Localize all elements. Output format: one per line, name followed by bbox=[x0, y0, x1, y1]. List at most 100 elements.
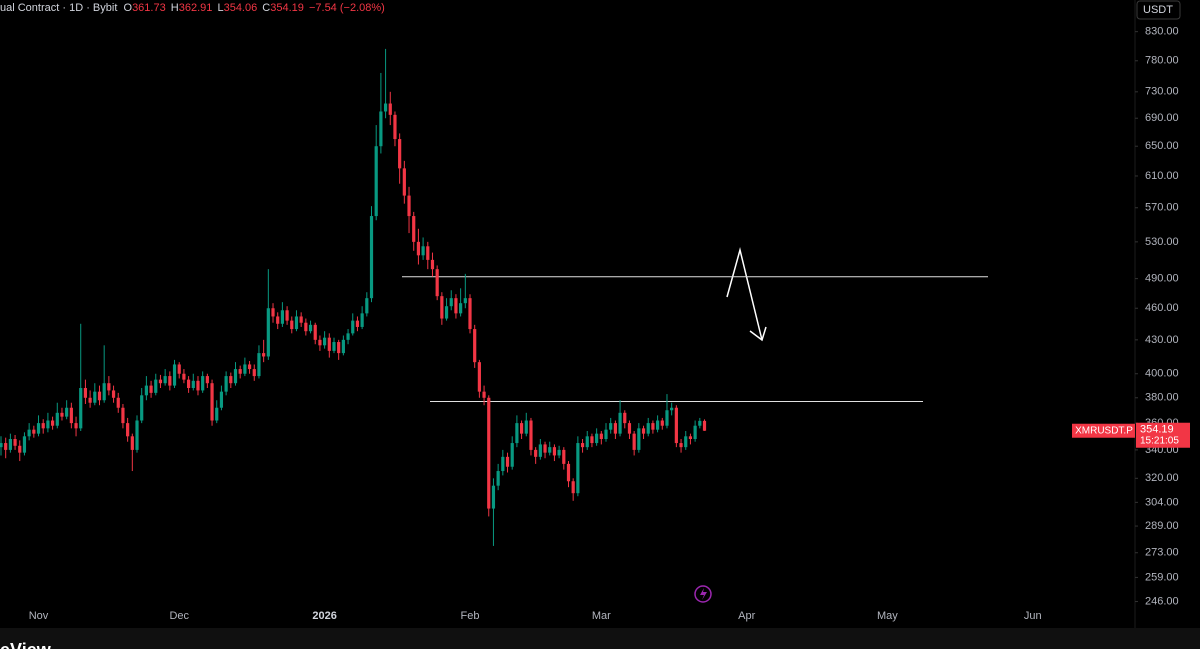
candle-body bbox=[562, 449, 566, 464]
candle-body bbox=[144, 385, 148, 396]
y-tick-label: 304.00 bbox=[1145, 496, 1179, 508]
candle-body bbox=[580, 443, 585, 448]
y-tick-label: 460.00 bbox=[1145, 302, 1179, 314]
candle-body bbox=[299, 316, 303, 323]
y-tick-label: 490.00 bbox=[1145, 273, 1179, 285]
candle-body bbox=[79, 388, 83, 429]
candle-body bbox=[463, 298, 467, 304]
currency-button[interactable] bbox=[1136, 0, 1181, 20]
candle-body bbox=[656, 420, 660, 430]
candle-body bbox=[135, 420, 139, 450]
candle-body bbox=[534, 449, 538, 457]
y-tick-label: 830.00 bbox=[1145, 26, 1179, 38]
ohlc-key: O bbox=[123, 2, 133, 14]
candle-body bbox=[374, 146, 378, 217]
candle-body bbox=[548, 447, 552, 453]
candle-body bbox=[459, 303, 463, 314]
x-tick-label: 2026 bbox=[312, 610, 336, 622]
legend-header: ual Contract · 1D · Bybit O361.73 H362.9… bbox=[0, 2, 387, 14]
candle-body bbox=[36, 423, 41, 434]
candle-body bbox=[501, 456, 505, 472]
countdown-label: 15:21:05 bbox=[1140, 435, 1179, 446]
x-tick-label: Apr bbox=[738, 610, 755, 622]
symbol-label: XMRUSDT.P bbox=[1075, 425, 1133, 436]
candle-body bbox=[191, 380, 195, 389]
ohlc-value: 354.19 bbox=[270, 2, 304, 14]
y-tick-label: 610.00 bbox=[1145, 170, 1179, 182]
candle-body bbox=[698, 420, 702, 426]
candle-body bbox=[468, 298, 472, 330]
candle-body bbox=[595, 433, 599, 444]
y-tick-label: 273.00 bbox=[1145, 547, 1179, 559]
candle-body bbox=[388, 103, 392, 115]
candle-body bbox=[257, 353, 261, 377]
candle-body bbox=[102, 383, 106, 401]
icon-ring bbox=[694, 585, 712, 603]
candle-body bbox=[515, 423, 519, 444]
candle-body bbox=[477, 362, 481, 392]
y-tick-label: 320.00 bbox=[1145, 472, 1179, 484]
candle-body bbox=[285, 310, 289, 321]
candle-body bbox=[233, 369, 238, 384]
ohlc-value: 361.73 bbox=[132, 2, 166, 14]
candle-body bbox=[50, 420, 55, 426]
candle-body bbox=[243, 364, 247, 374]
x-tick-label: Jun bbox=[1024, 610, 1042, 622]
candle-body bbox=[341, 339, 345, 354]
candle-body bbox=[130, 436, 134, 450]
candle-body bbox=[505, 456, 510, 467]
price-tag bbox=[1136, 422, 1190, 448]
drawn-arrow bbox=[726, 247, 767, 342]
candle-body bbox=[407, 195, 411, 217]
arrow-path bbox=[726, 247, 763, 341]
candle-body bbox=[111, 390, 116, 398]
y-tick-label: 780.00 bbox=[1145, 55, 1179, 67]
y-tick-label: 650.00 bbox=[1145, 140, 1179, 152]
candle-body bbox=[360, 313, 364, 327]
symbol-title: ual Contract · 1D · Bybit bbox=[0, 2, 118, 14]
candle-body bbox=[449, 298, 453, 307]
candle-body bbox=[163, 376, 167, 384]
price-label: 354.19 bbox=[1140, 424, 1174, 436]
candle-body bbox=[229, 376, 233, 384]
candle-body bbox=[510, 443, 514, 467]
candle-body bbox=[88, 397, 92, 403]
y-tick-label: 246.00 bbox=[1145, 595, 1179, 607]
candle-body bbox=[187, 379, 191, 389]
x-tick-label: Feb bbox=[461, 610, 480, 622]
candle-body bbox=[454, 298, 458, 314]
ohlc-key: H bbox=[170, 2, 179, 14]
candle-body bbox=[323, 337, 327, 346]
candle-body bbox=[271, 308, 275, 317]
y-tick-label: 530.00 bbox=[1145, 236, 1179, 248]
candle-body bbox=[219, 391, 224, 408]
candle-body bbox=[398, 139, 402, 169]
candle-body bbox=[618, 412, 622, 434]
candle-body bbox=[126, 423, 130, 437]
candle-body bbox=[196, 380, 200, 391]
candle-body bbox=[379, 111, 383, 147]
candle-body bbox=[369, 216, 374, 299]
candle-body bbox=[665, 410, 669, 426]
candle-body bbox=[430, 259, 435, 270]
ohlc-value: 354.06 bbox=[223, 2, 258, 14]
candle-body bbox=[365, 298, 369, 314]
candle-body bbox=[557, 449, 561, 456]
x-tick-label: Nov bbox=[29, 610, 49, 622]
candle-body bbox=[41, 423, 45, 429]
candle-body bbox=[566, 463, 571, 482]
candle-body bbox=[435, 269, 439, 297]
candle-body bbox=[609, 423, 613, 430]
candle-body bbox=[158, 379, 163, 384]
candle-body bbox=[590, 436, 594, 444]
candle-body bbox=[519, 423, 524, 434]
candle-body bbox=[266, 308, 270, 357]
replay-icon[interactable] bbox=[694, 585, 712, 603]
candle-body bbox=[576, 443, 580, 494]
candle-body bbox=[262, 353, 266, 357]
candle-body bbox=[18, 445, 22, 453]
symbol-tag bbox=[1072, 423, 1135, 438]
candle-body bbox=[201, 376, 205, 391]
candle-body bbox=[83, 388, 88, 398]
candle-body bbox=[426, 246, 430, 260]
